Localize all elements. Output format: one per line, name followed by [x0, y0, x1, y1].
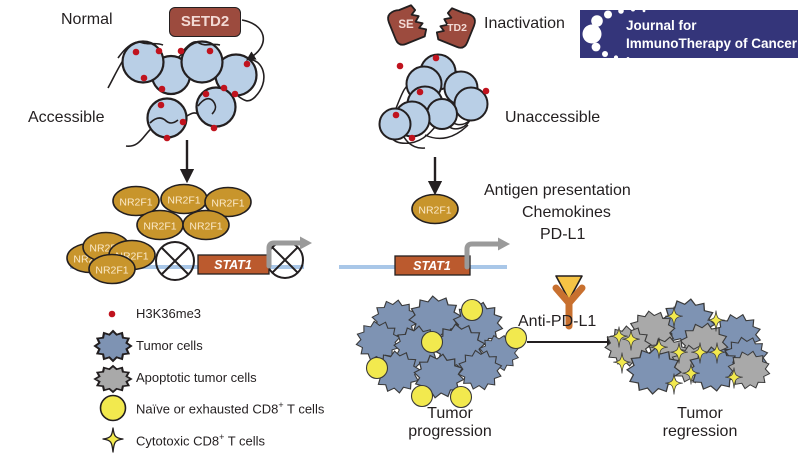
svg-text:TD2: TD2: [447, 22, 467, 34]
svg-text:STAT1: STAT1: [413, 259, 451, 273]
svg-text:Journal for: Journal for: [626, 18, 697, 33]
svg-text:SE: SE: [398, 19, 414, 31]
svg-text:ImmunoTherapy of Cancer: ImmunoTherapy of Cancer: [626, 36, 798, 51]
svg-text:STAT1: STAT1: [214, 258, 252, 272]
